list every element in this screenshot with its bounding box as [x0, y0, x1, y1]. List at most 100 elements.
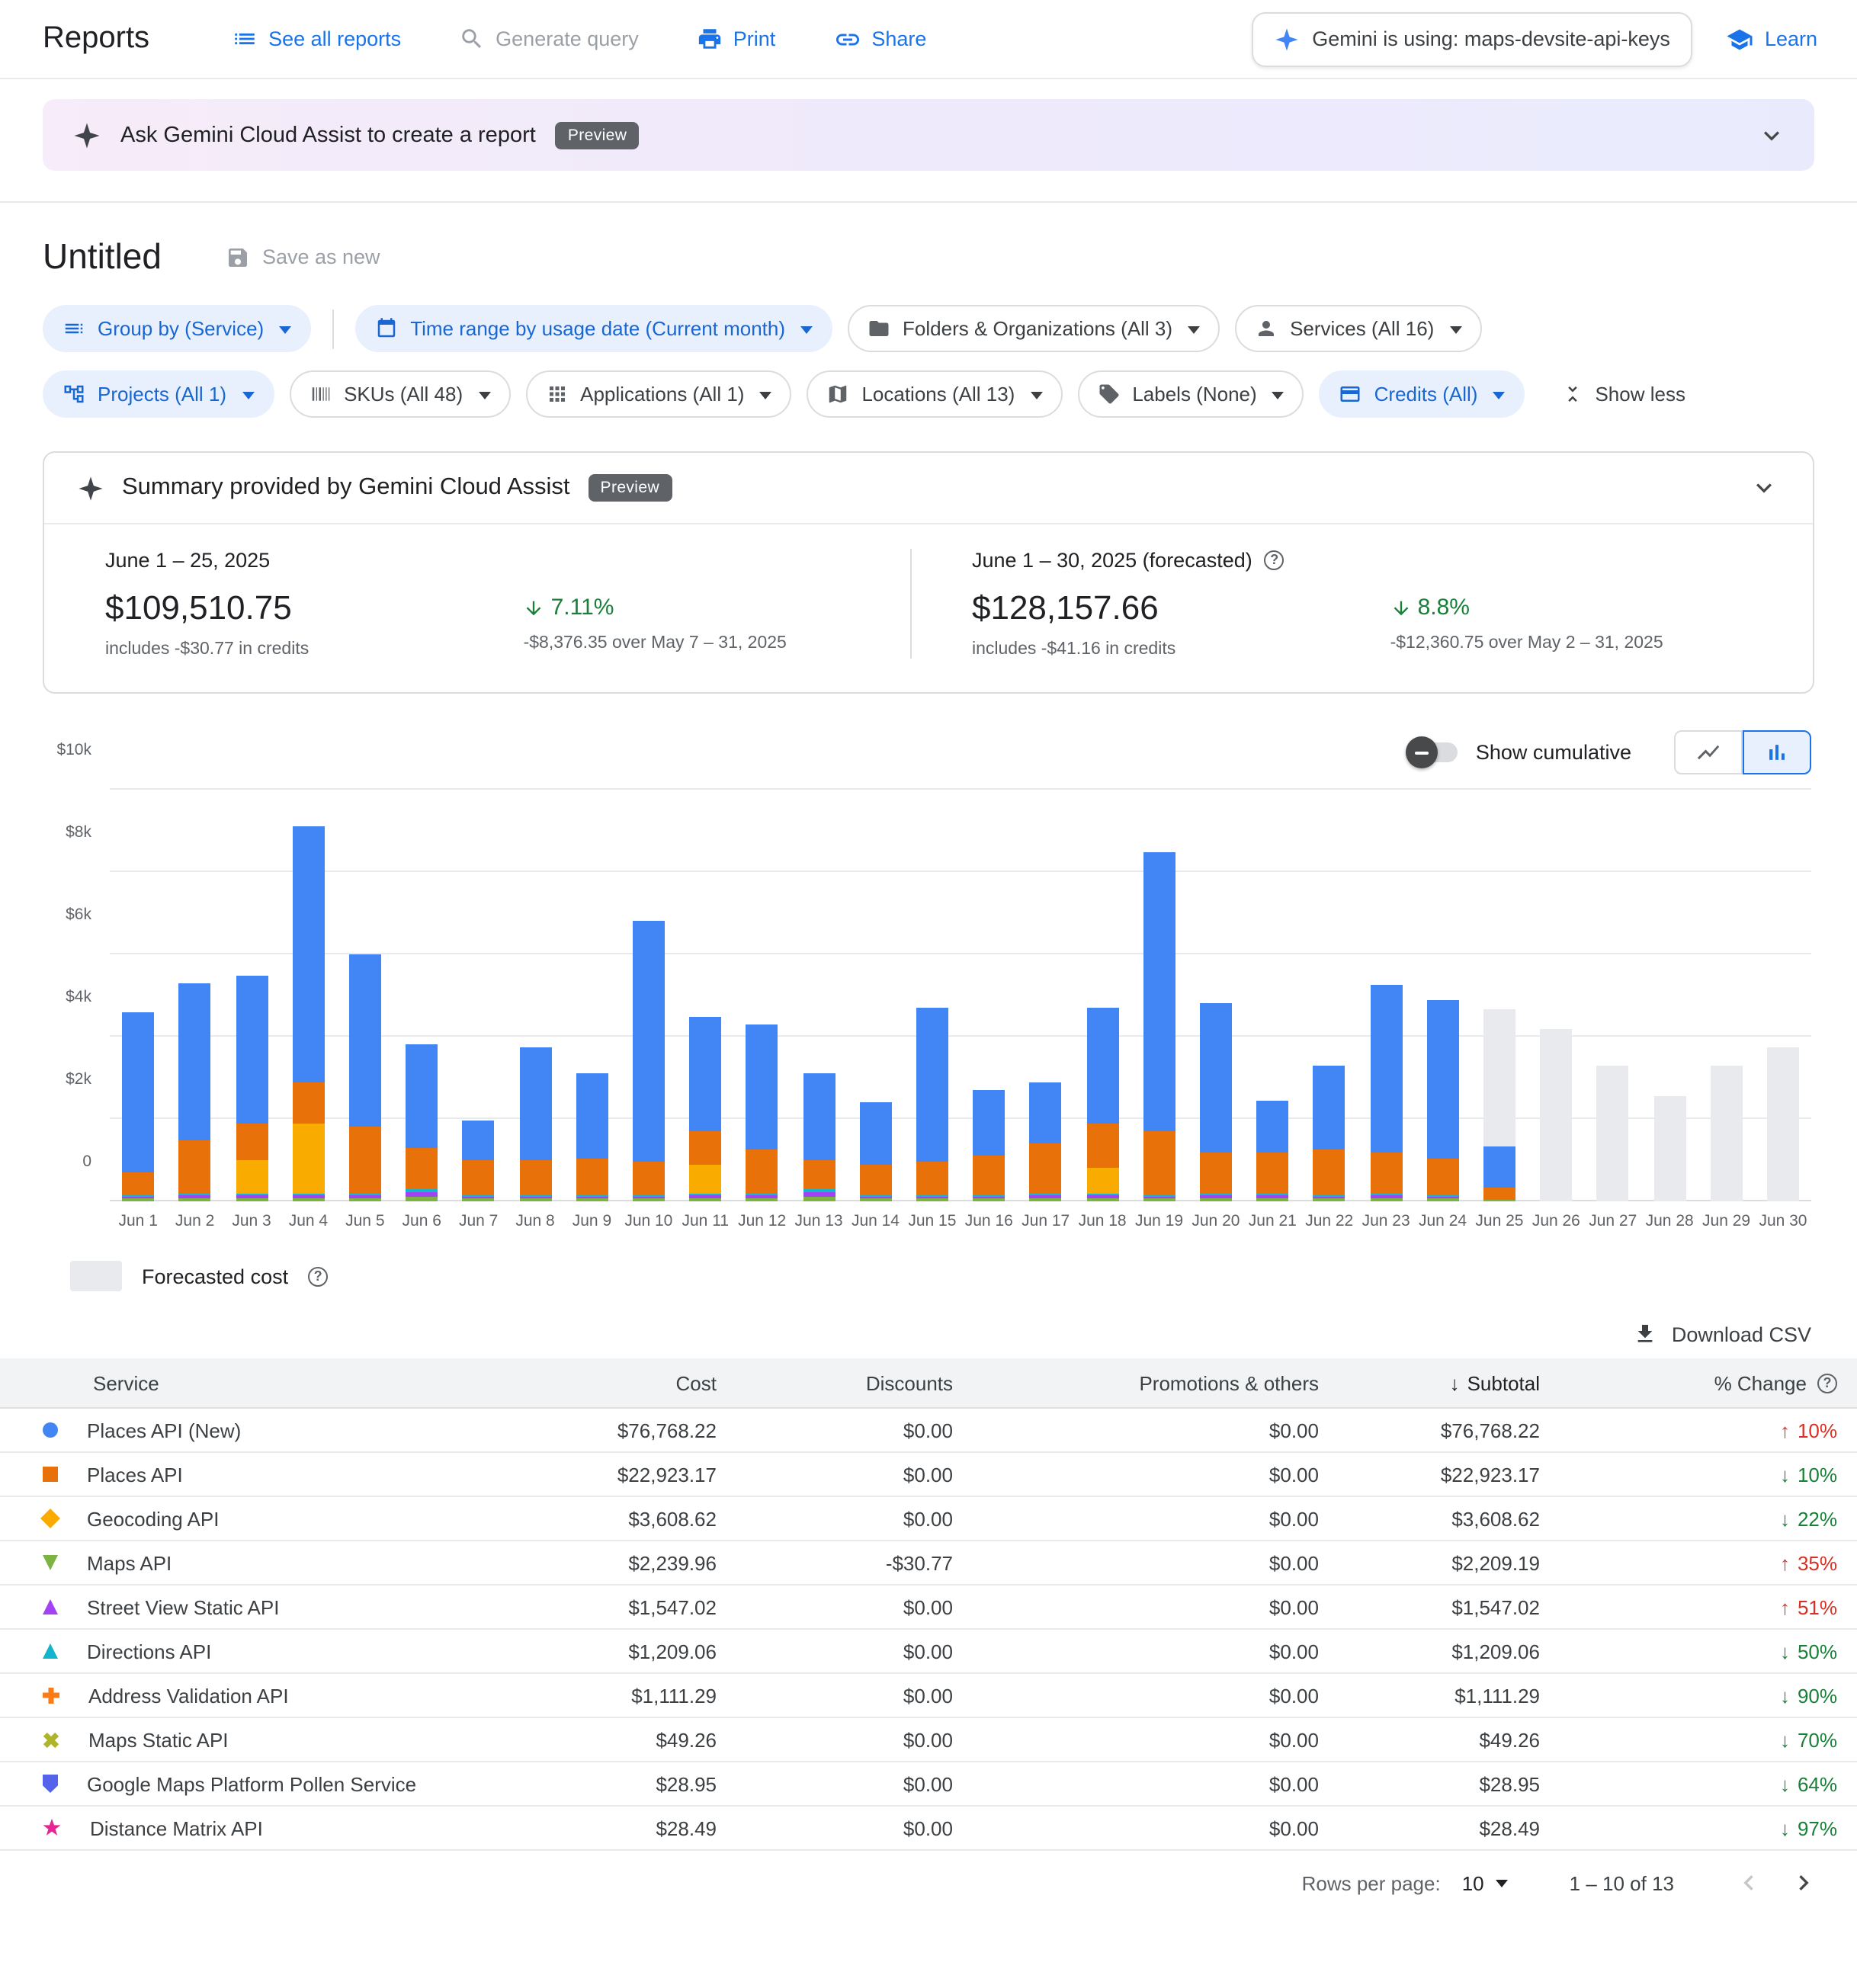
stacked-bar-jun-17[interactable]: [1029, 1082, 1062, 1201]
applications-chip[interactable]: Applications (All 1): [525, 370, 792, 418]
stacked-bar-jun-16[interactable]: [973, 1090, 1005, 1201]
share-link[interactable]: Share: [833, 25, 926, 53]
stacked-bar-jun-29[interactable]: [1710, 1065, 1743, 1201]
table-row[interactable]: Directions API $1,209.06 $0.00 $0.00 $1,209.…: [0, 1630, 1857, 1674]
bar-segment-orange: [1143, 1131, 1175, 1195]
stacked-bar-jun-13[interactable]: [803, 1073, 835, 1201]
bar-segment-blue: [1199, 1003, 1232, 1153]
stacked-bar-jun-25[interactable]: [1483, 1009, 1515, 1201]
stacked-bar-jun-3[interactable]: [236, 975, 268, 1201]
stacked-bar-jun-9[interactable]: [576, 1073, 608, 1201]
dropdown-caret-icon: [478, 391, 491, 405]
bar-segment-gray: [1766, 1047, 1799, 1201]
sparkle-icon: [79, 476, 103, 500]
group-by-chip[interactable]: Group by (Service): [43, 305, 312, 352]
stacked-bar-jun-8[interactable]: [519, 1047, 552, 1201]
line-chart-button[interactable]: [1674, 730, 1743, 774]
gemini-using-pill[interactable]: Gemini is using: maps-devsite-api-keys: [1251, 11, 1693, 66]
credit-card-icon: [1341, 386, 1361, 402]
col-subtotal[interactable]: Subtotal: [1319, 1371, 1540, 1394]
print-link[interactable]: Print: [697, 26, 775, 52]
time-range-chip[interactable]: Time range by usage date (Current month): [355, 305, 833, 352]
see-all-reports-link[interactable]: See all reports: [232, 26, 401, 52]
chevron-down-icon[interactable]: [1749, 473, 1779, 503]
discounts-cell: $0.00: [903, 1728, 953, 1751]
services-chip[interactable]: Services (All 16): [1235, 305, 1482, 352]
summary-card-header[interactable]: Summary provided by Gemini Cloud Assist …: [44, 453, 1813, 524]
bar-segment-green: [236, 1198, 268, 1201]
help-icon[interactable]: [308, 1266, 329, 1286]
show-cumulative-toggle[interactable]: [1405, 736, 1458, 768]
stacked-bar-jun-22[interactable]: [1313, 1065, 1345, 1201]
stacked-bar-jun-6[interactable]: [406, 1044, 438, 1201]
help-icon[interactable]: [1264, 550, 1285, 570]
stacked-bar-jun-20[interactable]: [1199, 1003, 1232, 1201]
stacked-bar-jun-15[interactable]: [916, 1008, 948, 1201]
stacked-bar-jun-28[interactable]: [1653, 1096, 1686, 1201]
arrow-up-icon: ↑: [1779, 1551, 1790, 1574]
table-row[interactable]: Maps API $2,239.96 -$30.77 $0.00 $2,209.19 ↑ 3…: [0, 1541, 1857, 1586]
stacked-bar-jun-27[interactable]: [1596, 1065, 1629, 1201]
stacked-bar-jun-21[interactable]: [1256, 1100, 1289, 1201]
stacked-bar-jun-5[interactable]: [348, 954, 381, 1201]
col-discounts[interactable]: Discounts: [865, 1371, 953, 1394]
download-csv-button[interactable]: Download CSV: [46, 1322, 1811, 1346]
x-axis-tick: Jun 23: [1361, 1212, 1410, 1230]
table-row[interactable]: Distance Matrix API $28.49 $0.00 $0.00 $28.4…: [0, 1807, 1857, 1851]
school-cap-icon: [1727, 28, 1753, 50]
stacked-bar-jun-18[interactable]: [1086, 1008, 1119, 1201]
bar-slot: [791, 790, 847, 1201]
bar-segment-purple: [406, 1191, 438, 1197]
stacked-bar-jun-4[interactable]: [292, 826, 325, 1201]
table-row[interactable]: Address Validation API $1,111.29 $0.00 $0.0…: [0, 1674, 1857, 1718]
col-promotions[interactable]: Promotions & others: [1139, 1371, 1319, 1394]
table-row[interactable]: Street View Static API $1,547.02 $0.00 $0.0…: [0, 1586, 1857, 1630]
previous-page-button[interactable]: [1729, 1863, 1769, 1903]
stacked-bar-jun-30[interactable]: [1766, 1047, 1799, 1201]
discounts-cell: $0.00: [903, 1463, 953, 1486]
bar-segment-green: [973, 1198, 1005, 1201]
bar-segment-purple: [462, 1196, 495, 1199]
chevron-down-icon[interactable]: [1756, 120, 1787, 150]
table-row[interactable]: Places API (New) $76,768.22 $0.00 $0.00 $76,…: [0, 1409, 1857, 1453]
bar-segment-teal: [292, 1193, 325, 1195]
show-less-button[interactable]: Show less: [1561, 383, 1685, 406]
table-row[interactable]: Geocoding API $3,608.62 $0.00 $0.00 $3,608.6…: [0, 1497, 1857, 1541]
stacked-bar-jun-1[interactable]: [122, 1012, 155, 1201]
stacked-bar-jun-14[interactable]: [859, 1102, 892, 1201]
bar-segment-blue: [348, 954, 381, 1127]
credits-chip[interactable]: Credits (All): [1319, 370, 1525, 418]
learn-link[interactable]: Learn: [1727, 25, 1817, 53]
bar-segment-green: [1086, 1198, 1119, 1201]
skus-chip[interactable]: SKUs (All 48): [289, 370, 511, 418]
table-row[interactable]: Google Maps Platform Pollen Service $28.9…: [0, 1762, 1857, 1807]
projects-chip[interactable]: Projects (All 1): [43, 370, 274, 418]
labels-chip[interactable]: Labels (None): [1077, 370, 1304, 418]
stacked-bar-jun-19[interactable]: [1143, 851, 1175, 1201]
table-row[interactable]: Maps Static API $49.26 $0.00 $0.00 $49.26 ↓ 70…: [0, 1718, 1857, 1762]
chart-legend: Forecasted cost: [70, 1261, 1814, 1291]
stacked-bar-jun-26[interactable]: [1540, 1028, 1573, 1201]
percent-change-cell: ↓ 10%: [1540, 1463, 1857, 1486]
stacked-bar-jun-24[interactable]: [1426, 999, 1459, 1201]
generate-query-link[interactable]: Generate query: [459, 26, 639, 52]
save-as-new-button[interactable]: Save as new: [226, 245, 380, 269]
stacked-bar-jun-10[interactable]: [632, 921, 665, 1201]
rows-per-page-select[interactable]: 10: [1462, 1871, 1509, 1894]
col-service[interactable]: Service: [93, 1371, 159, 1394]
bar-chart-button[interactable]: [1743, 730, 1811, 774]
stacked-bar-jun-11[interactable]: [689, 1016, 722, 1201]
col-cost[interactable]: Cost: [675, 1371, 717, 1394]
stacked-bar-jun-2[interactable]: [178, 983, 211, 1201]
stacked-bar-jun-23[interactable]: [1370, 985, 1403, 1201]
locations-chip[interactable]: Locations (All 13): [807, 370, 1063, 418]
stacked-bar-jun-12[interactable]: [746, 1024, 778, 1201]
table-row[interactable]: Places API $22,923.17 $0.00 $0.00 $22,923.17…: [0, 1453, 1857, 1497]
stacked-bar-jun-7[interactable]: [462, 1121, 495, 1201]
gemini-banner[interactable]: Ask Gemini Cloud Assist to create a repo…: [43, 99, 1814, 171]
next-page-button[interactable]: [1784, 1863, 1823, 1903]
col-percent-change[interactable]: % Change: [1540, 1371, 1857, 1394]
help-icon[interactable]: [1817, 1373, 1837, 1393]
chart-bars: [110, 790, 1811, 1201]
folders-orgs-chip[interactable]: Folders & Organizations (All 3): [848, 305, 1220, 352]
